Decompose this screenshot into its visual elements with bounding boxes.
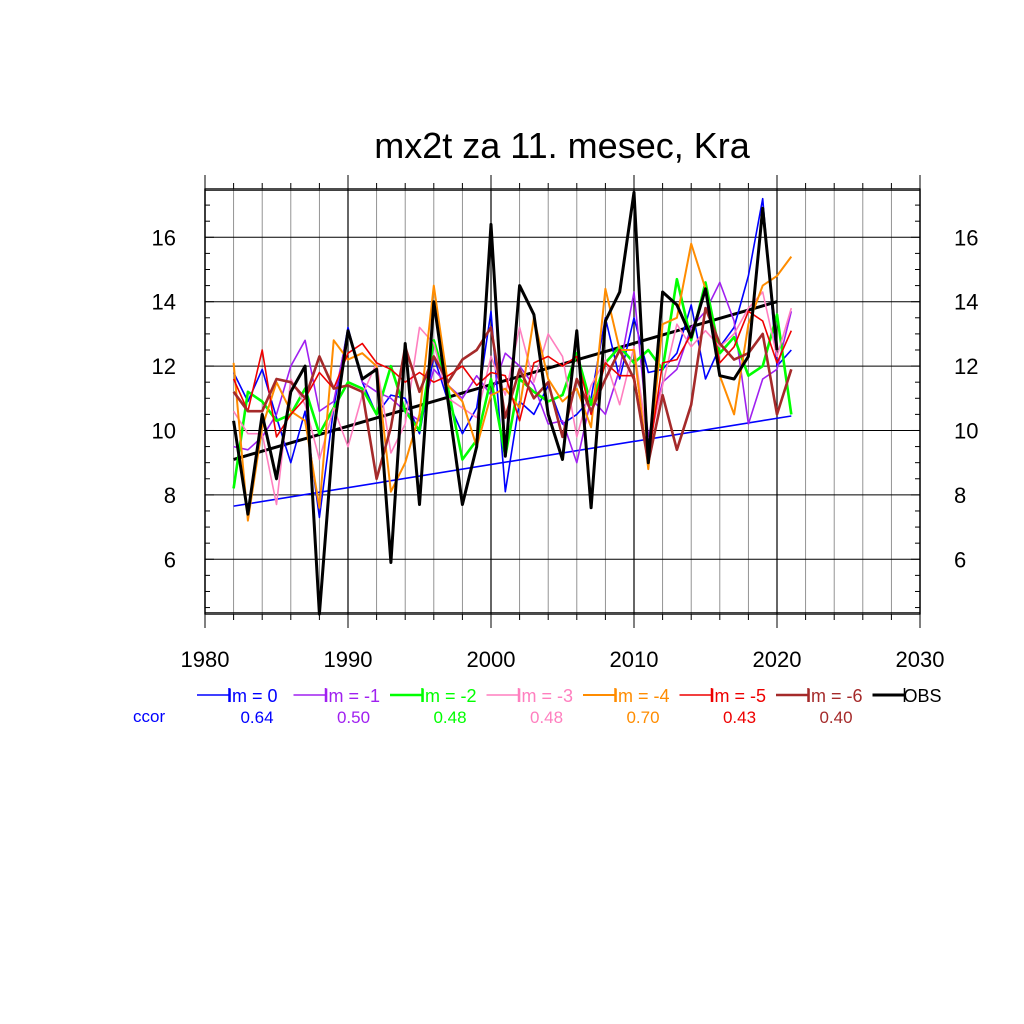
y-tick-label-right: 8 bbox=[954, 483, 966, 508]
y-tick-label-right: 10 bbox=[954, 418, 978, 443]
y-tick-label-left: 6 bbox=[164, 547, 176, 572]
legend: ccor lm = 0 0.64 lm = -1 0.50 lm = -2 0.48 lm =… bbox=[133, 686, 942, 727]
legend-entry: OBS bbox=[904, 686, 942, 706]
y-tick-label-left: 10 bbox=[152, 418, 176, 443]
series-lines bbox=[232, 190, 793, 616]
legend-entry: lm = -3 bbox=[518, 686, 574, 706]
legend-ccor-value: 0.50 bbox=[337, 708, 370, 727]
legend-entry: lm = 0 bbox=[228, 686, 278, 706]
legend-ccor-value: 0.40 bbox=[819, 708, 852, 727]
legend-ccor-value: 0.64 bbox=[240, 708, 273, 727]
y-tick-label-left: 16 bbox=[152, 225, 176, 250]
x-tick-label: 2020 bbox=[753, 647, 802, 672]
y-tick-label-right: 14 bbox=[954, 290, 978, 315]
plot-frame bbox=[204, 188, 921, 615]
legend-entry: lm = -5 bbox=[711, 686, 767, 706]
series-line bbox=[232, 306, 793, 481]
x-tick-label: 2010 bbox=[610, 647, 659, 672]
chart-title: mx2t za 11. mesec, Kra bbox=[374, 125, 750, 166]
x-tick-label: 1980 bbox=[181, 647, 230, 672]
x-tick-label: 2030 bbox=[896, 647, 945, 672]
legend-ccor-value: 0.70 bbox=[626, 708, 659, 727]
y-tick-label-left: 14 bbox=[152, 290, 176, 315]
axis-tick-labels: 1980 1990 2000 2010 2020 2030 6 6 8 8 10 10 12 12 14 14… bbox=[152, 225, 979, 672]
axis-ticks bbox=[204, 175, 921, 628]
legend-entry: lm = -4 bbox=[614, 686, 670, 706]
trend-line bbox=[233, 415, 792, 507]
y-tick-label-left: 12 bbox=[152, 354, 176, 379]
series-line bbox=[232, 197, 792, 519]
legend-ccor-value: 0.48 bbox=[433, 708, 466, 727]
series-line bbox=[232, 190, 779, 616]
legend-entry: lm = -6 bbox=[807, 686, 863, 706]
x-tick-label: 1990 bbox=[324, 647, 373, 672]
legend-entry: lm = -1 bbox=[325, 686, 381, 706]
legend-entry: lm = -2 bbox=[421, 686, 477, 706]
x-tick-label: 2000 bbox=[467, 647, 516, 672]
legend-ccor-value: 0.43 bbox=[723, 708, 756, 727]
ccor-label: ccor bbox=[133, 707, 165, 726]
y-tick-label-left: 8 bbox=[164, 483, 176, 508]
y-tick-label-right: 6 bbox=[954, 547, 966, 572]
y-tick-label-right: 16 bbox=[954, 225, 978, 250]
y-tick-label-right: 12 bbox=[954, 354, 978, 379]
legend-ccor-value: 0.48 bbox=[530, 708, 563, 727]
